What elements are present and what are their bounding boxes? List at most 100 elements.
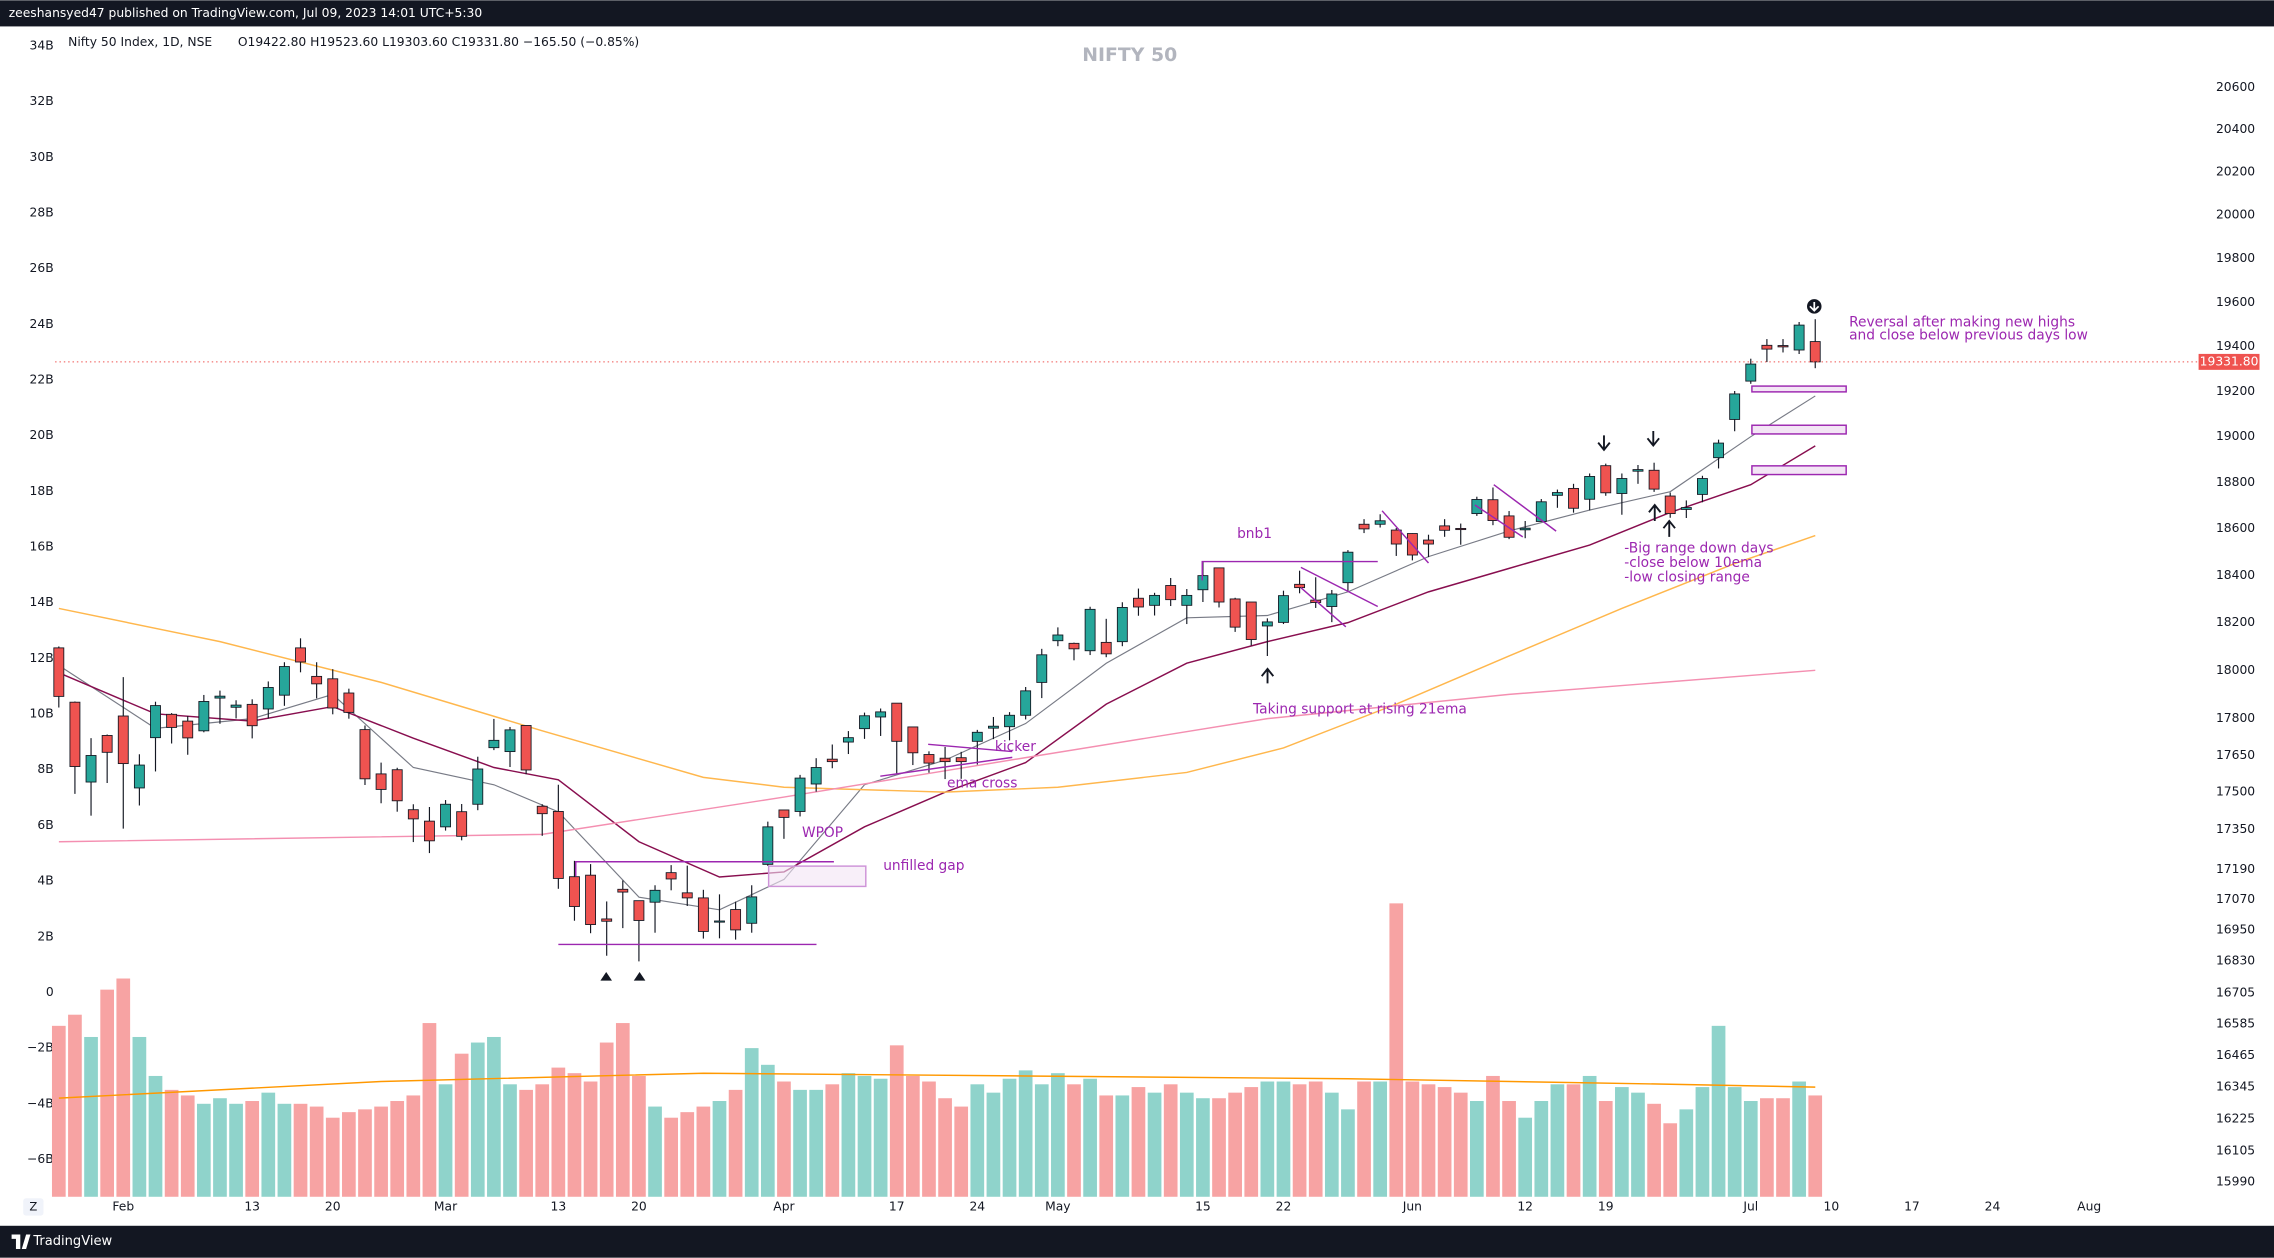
candle-body bbox=[746, 896, 758, 924]
candle-body bbox=[1245, 601, 1257, 640]
volume-bar bbox=[1437, 1087, 1452, 1197]
volume-bar bbox=[1163, 1084, 1178, 1197]
volume-bar bbox=[1792, 1081, 1806, 1197]
volume-ma bbox=[58, 1072, 1816, 1099]
volume-bar bbox=[1051, 1073, 1065, 1197]
candle-body bbox=[1326, 593, 1338, 607]
volume-bar bbox=[116, 978, 131, 1197]
candle-body bbox=[939, 757, 951, 763]
candle-body bbox=[504, 729, 516, 753]
annotation: -close below 10ema bbox=[1624, 555, 1762, 571]
y-tick-label: 16950 bbox=[2216, 923, 2255, 937]
volume-bar bbox=[84, 1036, 98, 1197]
volume-bar bbox=[1244, 1087, 1259, 1197]
candle-body bbox=[1342, 551, 1354, 584]
candle-body bbox=[617, 888, 629, 893]
candle-body bbox=[1133, 597, 1144, 608]
volume-bar bbox=[1276, 1081, 1291, 1197]
volume-bar bbox=[1292, 1084, 1307, 1197]
last-price-box bbox=[2198, 353, 2260, 370]
candle-body bbox=[1278, 595, 1289, 623]
volume-bar bbox=[1566, 1084, 1581, 1197]
y2-tick-label: 6B bbox=[37, 818, 53, 832]
volume-bar bbox=[922, 1081, 936, 1197]
candle-body bbox=[1568, 487, 1579, 509]
y2-tick-label: 20B bbox=[30, 428, 54, 442]
y-tick-label: 19200 bbox=[2216, 384, 2255, 398]
candle-body bbox=[681, 892, 693, 899]
x-tick-label: Aug bbox=[2077, 1199, 2101, 1213]
y2-tick-label: −4B bbox=[27, 1096, 54, 1110]
x-tick-label: 20 bbox=[631, 1199, 647, 1213]
x-tick-label: Jun bbox=[1402, 1199, 1422, 1213]
volume-bar bbox=[938, 1098, 952, 1197]
volume-bar bbox=[1743, 1101, 1758, 1197]
candle-body bbox=[375, 773, 387, 790]
volume-bar bbox=[1324, 1092, 1339, 1197]
candle-body bbox=[1745, 363, 1757, 382]
candle-body bbox=[117, 715, 129, 765]
y-tick-label: 19600 bbox=[2216, 295, 2255, 309]
volume-bar bbox=[954, 1106, 969, 1197]
candle-body bbox=[1068, 642, 1080, 650]
volume-bar bbox=[229, 1103, 243, 1197]
y2-tick-label: 22B bbox=[30, 372, 54, 386]
annotation: ema cross bbox=[947, 775, 1017, 791]
volume-bar bbox=[1695, 1087, 1710, 1197]
volume-bar bbox=[583, 1081, 598, 1197]
candle-body bbox=[1423, 539, 1434, 545]
candle-body bbox=[85, 755, 97, 783]
scale-button-label[interactable]: Z bbox=[29, 1199, 37, 1213]
watermark: NIFTY 50 bbox=[1082, 45, 1177, 66]
volume-bar bbox=[519, 1089, 533, 1197]
candle-body bbox=[150, 705, 161, 739]
candle-body bbox=[552, 811, 564, 879]
y-tick-label: 20600 bbox=[2216, 80, 2255, 94]
volume-bar bbox=[825, 1084, 840, 1197]
candle-body bbox=[359, 729, 371, 780]
candle-body bbox=[1229, 598, 1241, 628]
volume-bar bbox=[261, 1092, 276, 1197]
candle-body bbox=[907, 726, 919, 754]
gap-box bbox=[767, 865, 867, 888]
y-tick-label: 20400 bbox=[2216, 122, 2255, 136]
candle-body bbox=[230, 704, 242, 708]
volume-bar bbox=[1598, 1101, 1613, 1197]
volume-bar bbox=[422, 1023, 437, 1197]
scale-button[interactable] bbox=[23, 1198, 44, 1216]
x-tick-label: May bbox=[1045, 1199, 1070, 1213]
candle-body bbox=[1600, 465, 1612, 494]
candle-body bbox=[649, 889, 661, 903]
volume-bar bbox=[615, 1023, 630, 1197]
y-tick-label: 16705 bbox=[2216, 986, 2255, 1000]
candle-body bbox=[569, 876, 580, 907]
candle-body bbox=[1181, 594, 1193, 606]
candle-body bbox=[955, 757, 967, 763]
y2-tick-label: 8B bbox=[37, 762, 53, 776]
candle-body bbox=[391, 769, 403, 802]
candle-body bbox=[1519, 527, 1531, 531]
y2-tick-label: 28B bbox=[30, 205, 54, 219]
annotation: and close below previous days low bbox=[1849, 327, 2088, 343]
volume-bar bbox=[1067, 1084, 1081, 1197]
y-tick-label: 16830 bbox=[2216, 953, 2255, 967]
y-tick-label: 19000 bbox=[2216, 429, 2255, 443]
volume-bar bbox=[1421, 1084, 1436, 1197]
level-box bbox=[1751, 424, 1847, 435]
y-tick-label: 18800 bbox=[2216, 475, 2255, 489]
x-tick-label: Feb bbox=[112, 1199, 134, 1213]
moving-average bbox=[58, 395, 1816, 911]
y-tick-label: 19800 bbox=[2216, 251, 2255, 265]
candle-body bbox=[1809, 341, 1821, 363]
top-bar bbox=[0, 0, 2274, 27]
candle-body bbox=[762, 826, 774, 865]
volume-bar bbox=[454, 1053, 469, 1197]
volume-bar bbox=[293, 1103, 308, 1197]
x-tick-label: 10 bbox=[1824, 1199, 1840, 1213]
candle-body bbox=[1761, 344, 1773, 350]
y-tick-label: 17800 bbox=[2216, 711, 2255, 725]
candle-body bbox=[1213, 567, 1225, 603]
candle-body bbox=[1729, 393, 1741, 420]
moving-average bbox=[58, 445, 1816, 878]
